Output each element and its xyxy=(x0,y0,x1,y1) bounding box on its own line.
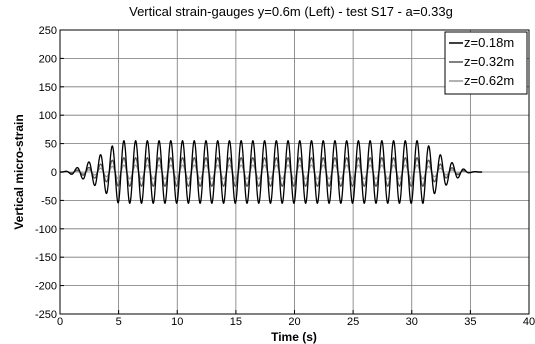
y-tick-label: 50 xyxy=(45,139,57,151)
y-tick-label: 150 xyxy=(39,82,57,94)
x-tick-label: 5 xyxy=(116,316,122,328)
x-tick-label: 20 xyxy=(288,316,300,328)
chart-title: Vertical strain-gauges y=0.6m (Left) - t… xyxy=(129,4,453,19)
x-tick-label: 0 xyxy=(57,316,63,328)
y-tick-label: -50 xyxy=(41,195,57,207)
x-tick-label: 30 xyxy=(406,316,418,328)
legend-label: z=0.18m xyxy=(464,35,514,50)
y-tick-label: -150 xyxy=(35,252,57,264)
y-tick-label: -200 xyxy=(35,281,57,293)
series-line-z-0-62m xyxy=(60,164,483,180)
x-tick-label: 25 xyxy=(347,316,359,328)
y-tick-label: -250 xyxy=(35,309,57,321)
series-lines xyxy=(60,140,483,204)
y-tick-label: -100 xyxy=(35,224,57,236)
x-tick-label: 35 xyxy=(464,316,476,328)
y-tick-label: 0 xyxy=(51,167,57,179)
x-axis-label: Time (s) xyxy=(271,330,317,344)
series-line-z-0-32m xyxy=(60,157,483,187)
legend: z=0.18m z=0.32m z=0.62m xyxy=(444,31,528,95)
y-axis-label: Vertical micro-strain xyxy=(12,114,26,229)
grid xyxy=(60,30,529,314)
series-line-z-0-18m xyxy=(60,140,483,204)
x-tick-label: 15 xyxy=(230,316,242,328)
x-tick-label: 10 xyxy=(171,316,183,328)
y-tick-label: 100 xyxy=(39,110,57,122)
y-tick-label: 200 xyxy=(39,53,57,65)
legend-label: z=0.32m xyxy=(464,54,514,69)
y-tick-label: 250 xyxy=(39,25,57,37)
legend-label: z=0.62m xyxy=(464,73,514,88)
axis-ticks: 0 5 10 15 20 25 30 35 40 250 200 150 100 50 0 -50 -100 -1… xyxy=(35,25,535,328)
x-tick-label: 40 xyxy=(523,316,535,328)
